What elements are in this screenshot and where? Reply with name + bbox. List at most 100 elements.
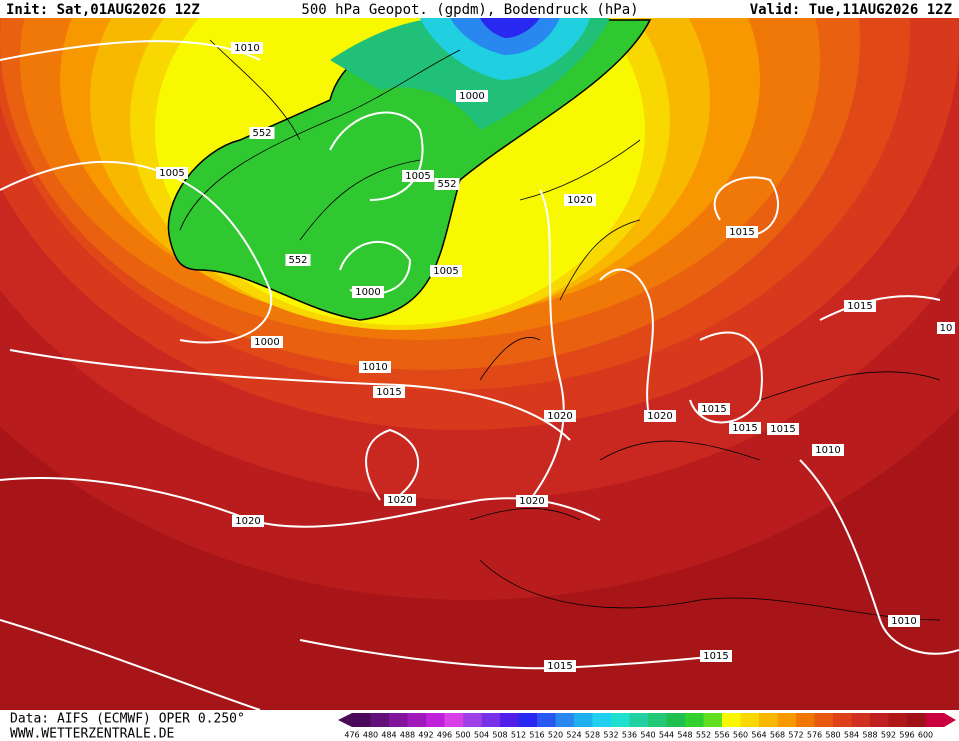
colorbar-swatch	[907, 713, 926, 727]
isobar-labels: 1010 552 1000 1005 1005 552 1020 1015 552 1005 100…	[156, 42, 955, 672]
isobar-label-box	[359, 361, 391, 373]
isobar-label: 1015	[701, 404, 726, 415]
colorbar-label: 516	[529, 731, 544, 740]
isobar-label-box	[564, 194, 596, 206]
colorbar-swatch	[500, 713, 519, 727]
colorbar-label: 552	[696, 731, 711, 740]
colorbar-label: 508	[492, 731, 507, 740]
isobar-label: 1005	[159, 168, 184, 179]
isobar-label: 1020	[519, 496, 544, 507]
colorbar-label: 580	[825, 731, 840, 740]
isobar-label-box	[698, 403, 730, 415]
isobar-label: 1015	[729, 227, 754, 238]
isobar-label: 10	[940, 323, 953, 334]
colorbar-label: 524	[566, 731, 581, 740]
isobar-label: 1020	[387, 495, 412, 506]
isobar-label-box	[544, 410, 576, 422]
colorbar-label: 584	[844, 731, 859, 740]
isobar-label: 1010	[891, 616, 916, 627]
isobar-label: 1010	[234, 43, 259, 54]
isobar-label-box	[516, 495, 548, 507]
isobar-label-box	[812, 444, 844, 456]
isobar-label-box	[232, 515, 264, 527]
colorbar-swatch	[592, 713, 612, 727]
isobar-label-box	[285, 254, 311, 266]
isobar-label: 552	[288, 255, 307, 266]
isobar-label-box	[352, 286, 384, 298]
isobar-label: 1000	[355, 287, 380, 298]
colorbar-label: 496	[437, 731, 452, 740]
isobar-label-box	[456, 90, 488, 102]
colorbar-label: 540	[640, 731, 655, 740]
colorbar-swatch	[444, 713, 464, 727]
colorbar-label: 544	[659, 731, 674, 740]
isobar-label: 1010	[362, 362, 387, 373]
colorbar-swatch	[703, 713, 723, 727]
colorbar-swatch	[463, 713, 482, 727]
colorbar-swatch	[759, 713, 778, 727]
colorbar-label: 572	[788, 731, 803, 740]
isobar-label: 1020	[567, 195, 592, 206]
colorbar-label: 504	[474, 731, 489, 740]
isobar-label: 1015	[770, 424, 795, 435]
isobar-label-box	[729, 422, 761, 434]
colorbar-label: 596	[899, 731, 914, 740]
colorbar-label: 500	[455, 731, 470, 740]
isobar-label-box	[844, 300, 876, 312]
isobar-label-box	[937, 322, 955, 334]
colorbar: 476 480 484 488 492 496 500 504 508 512 516 520 524 5…	[338, 713, 956, 740]
colorbar-label: 536	[622, 731, 637, 740]
data-source: Data: AIFS (ECMWF) OPER 0.250°	[10, 712, 245, 727]
colorbar-swatch	[777, 713, 797, 727]
init-time: Init: Sat,01AUG2026 12Z	[6, 2, 200, 18]
colorbar-label: 600	[918, 731, 933, 740]
colorbar-label: 592	[881, 731, 896, 740]
isobar-label: 1000	[254, 337, 279, 348]
colorbar-label: 492	[418, 731, 433, 740]
isobar-label-box	[249, 127, 275, 139]
colorbar-swatch	[851, 713, 871, 727]
isobar-label-box	[251, 336, 283, 348]
isobar-label-box	[700, 650, 732, 662]
colorbar-swatch	[870, 713, 889, 727]
colorbar-label: 532	[603, 731, 618, 740]
isobar-label: 1015	[847, 301, 872, 312]
valid-time: Valid: Tue,11AUG2026 12Z	[750, 2, 952, 18]
colorbar-swatch	[611, 713, 630, 727]
colorbar-arrow-right	[944, 713, 956, 727]
colorbar-swatch	[833, 713, 852, 727]
isobar-label-box	[402, 170, 434, 182]
isobar-label-box	[644, 410, 676, 422]
colorbar-swatch	[740, 713, 760, 727]
colorbar-swatch	[426, 713, 445, 727]
isobar-label: 1020	[235, 516, 260, 527]
isobar-label-box	[888, 615, 920, 627]
isobar-label: 1000	[459, 91, 484, 102]
colorbar-swatch	[574, 713, 593, 727]
colorbar-swatch	[925, 713, 945, 727]
colorbar-label: 528	[585, 731, 600, 740]
colorbar-swatch	[352, 713, 371, 727]
colorbar-swatch	[722, 713, 741, 727]
isobar-label-box	[384, 494, 416, 506]
isobar-label: 1020	[647, 411, 672, 422]
isobar-label-box	[373, 386, 405, 398]
isobar-label: 1010	[815, 445, 840, 456]
colorbar-label: 476	[344, 731, 359, 740]
colorbar-swatch	[814, 713, 834, 727]
isobar-label-box	[231, 42, 263, 54]
colorbar-swatch	[666, 713, 686, 727]
isobar-label: 552	[437, 179, 456, 190]
colorbar-swatch	[370, 713, 390, 727]
isobar-label: 1015	[547, 661, 572, 672]
colorbar-swatch	[685, 713, 704, 727]
isobar-label: 1015	[732, 423, 757, 434]
colorbar-swatch	[888, 713, 908, 727]
isobar-label: 1020	[547, 411, 572, 422]
colorbar-label: 480	[363, 731, 378, 740]
isobar-label-box	[726, 226, 758, 238]
isobar-label: 552	[252, 128, 271, 139]
colorbar-label: 512	[511, 731, 526, 740]
colorbar-swatch	[796, 713, 815, 727]
